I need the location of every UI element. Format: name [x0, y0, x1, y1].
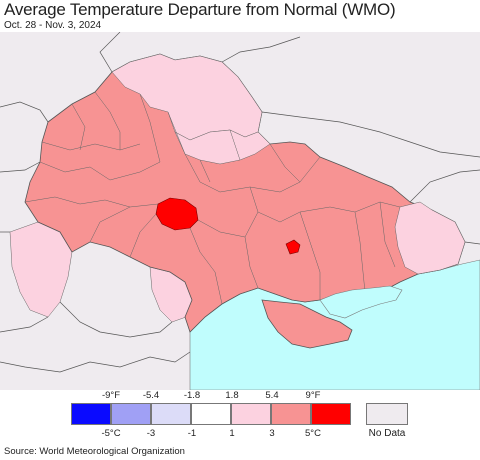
legend-swatch — [231, 403, 271, 425]
legend-f-tick: 9°F — [305, 390, 321, 401]
hotspot-east — [285, 239, 301, 255]
legend-f-tick: 5.4 — [265, 390, 279, 401]
legend-c-tick: -1 — [187, 428, 197, 439]
admin-borders — [24, 91, 401, 305]
azov-sea — [319, 285, 403, 319]
legend-swatch — [111, 403, 151, 425]
date-range: Oct. 28 - Nov. 3, 2024 — [4, 20, 102, 31]
legend-f-tick: 1.8 — [225, 390, 239, 401]
legend-no-data-label: No Data — [368, 428, 406, 439]
legend-c-tick: 5°C — [305, 428, 321, 439]
source-credit: Source: World Meteorological Organizatio… — [4, 446, 185, 457]
legend-c-tick: -3 — [146, 428, 156, 439]
legend-swatch — [311, 403, 351, 425]
legend-swatch — [191, 403, 231, 425]
legend: -9°F -5.4 -1.8 1.8 5.4 9°F -5°C -3 -1 1 … — [0, 388, 480, 443]
legend-f-tick: -1.8 — [183, 390, 201, 401]
legend-c-tick: 1 — [229, 428, 235, 439]
map-title: Average Temperature Departure from Norma… — [4, 0, 396, 19]
legend-swatch — [71, 403, 111, 425]
legend-c-tick: -5°C — [101, 428, 121, 439]
legend-swatch — [151, 403, 191, 425]
region-crimea — [261, 299, 353, 349]
legend-swatch — [271, 403, 311, 425]
legend-no-data-swatch — [366, 403, 408, 425]
region-east-pink — [394, 201, 466, 275]
temperature-map — [0, 32, 480, 390]
hotspot-central — [155, 197, 199, 231]
legend-c-tick: 3 — [269, 428, 275, 439]
country-borders — [0, 32, 480, 373]
legend-f-tick: -9°F — [101, 390, 121, 401]
legend-f-tick: -5.4 — [142, 390, 160, 401]
